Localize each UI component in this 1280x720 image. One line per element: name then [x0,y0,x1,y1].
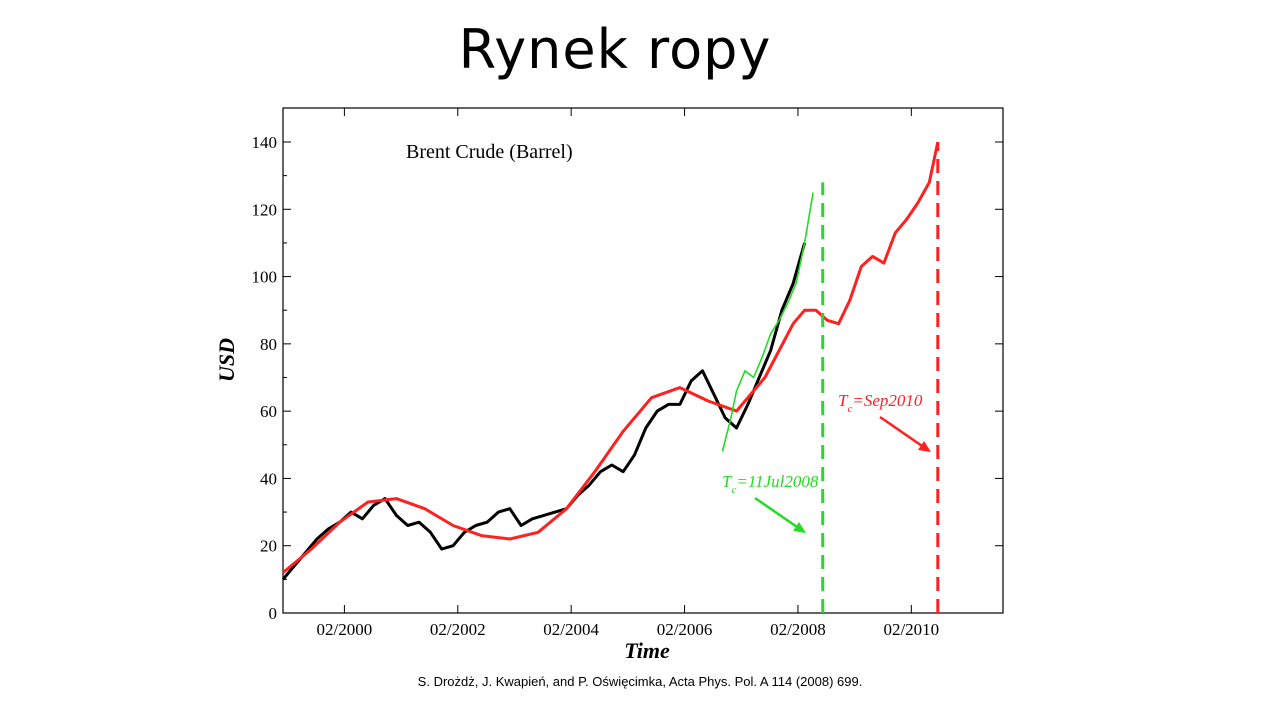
annotation-tc-2010-t: T [838,391,849,410]
x-tick-label: 02/2000 [317,620,373,639]
x-tick-label: 02/2002 [430,620,486,639]
y-tick-label: 0 [269,604,278,623]
y-axis-ticks: 0 20 40 60 80 100 120 140 [252,133,1003,623]
plot-frame [282,107,1004,614]
annotation-tc-2010: Tc=Sep2010 [838,391,923,415]
slide-title: Rynek ropy [458,18,772,81]
x-tick-label: 02/2008 [770,620,826,639]
x-tick-label: 02/2010 [883,620,939,639]
y-tick-label: 60 [260,402,277,421]
y-tick-label: 140 [252,133,278,152]
annotation-tc-2008-t: T [722,472,733,491]
annotation-tc-2008-rest: =11Jul2008 [736,472,818,491]
y-tick-label: 80 [260,335,277,354]
x-tick-label: 02/2006 [657,620,713,639]
chart-title: Brent Crude (Barrel) [406,141,573,163]
arrow-tc-2008 [754,496,806,533]
annotation-tc-2010-rest: =Sep2010 [852,391,923,410]
series-lines [281,141,940,613]
citation: S. Drożdż, J. Kwapień, and P. Oświęcimka… [417,674,863,689]
x-axis-ticks: 02/2000 02/2002 02/2004 02/2006 02/2008 02/20… [317,108,939,639]
y-tick-label: 100 [252,268,278,287]
y-tick-label: 20 [260,537,277,556]
series-line-price [281,242,807,581]
annotation-tc-2008-sub: c [731,484,736,496]
y-tick-label: 120 [252,200,278,219]
x-tick-label: 02/2004 [543,620,599,639]
y-axis-title: USD [214,338,239,382]
annotation-tc-2010-sub: c [847,403,852,415]
x-axis-title: Time [624,638,670,663]
arrow-tc-2010 [879,415,931,452]
series-line-fit_2010 [282,141,940,574]
series-line-fit_2008 [721,192,814,452]
y-tick-label: 40 [260,469,277,488]
annotation-tc-2008: Tc=11Jul2008 [722,472,819,496]
